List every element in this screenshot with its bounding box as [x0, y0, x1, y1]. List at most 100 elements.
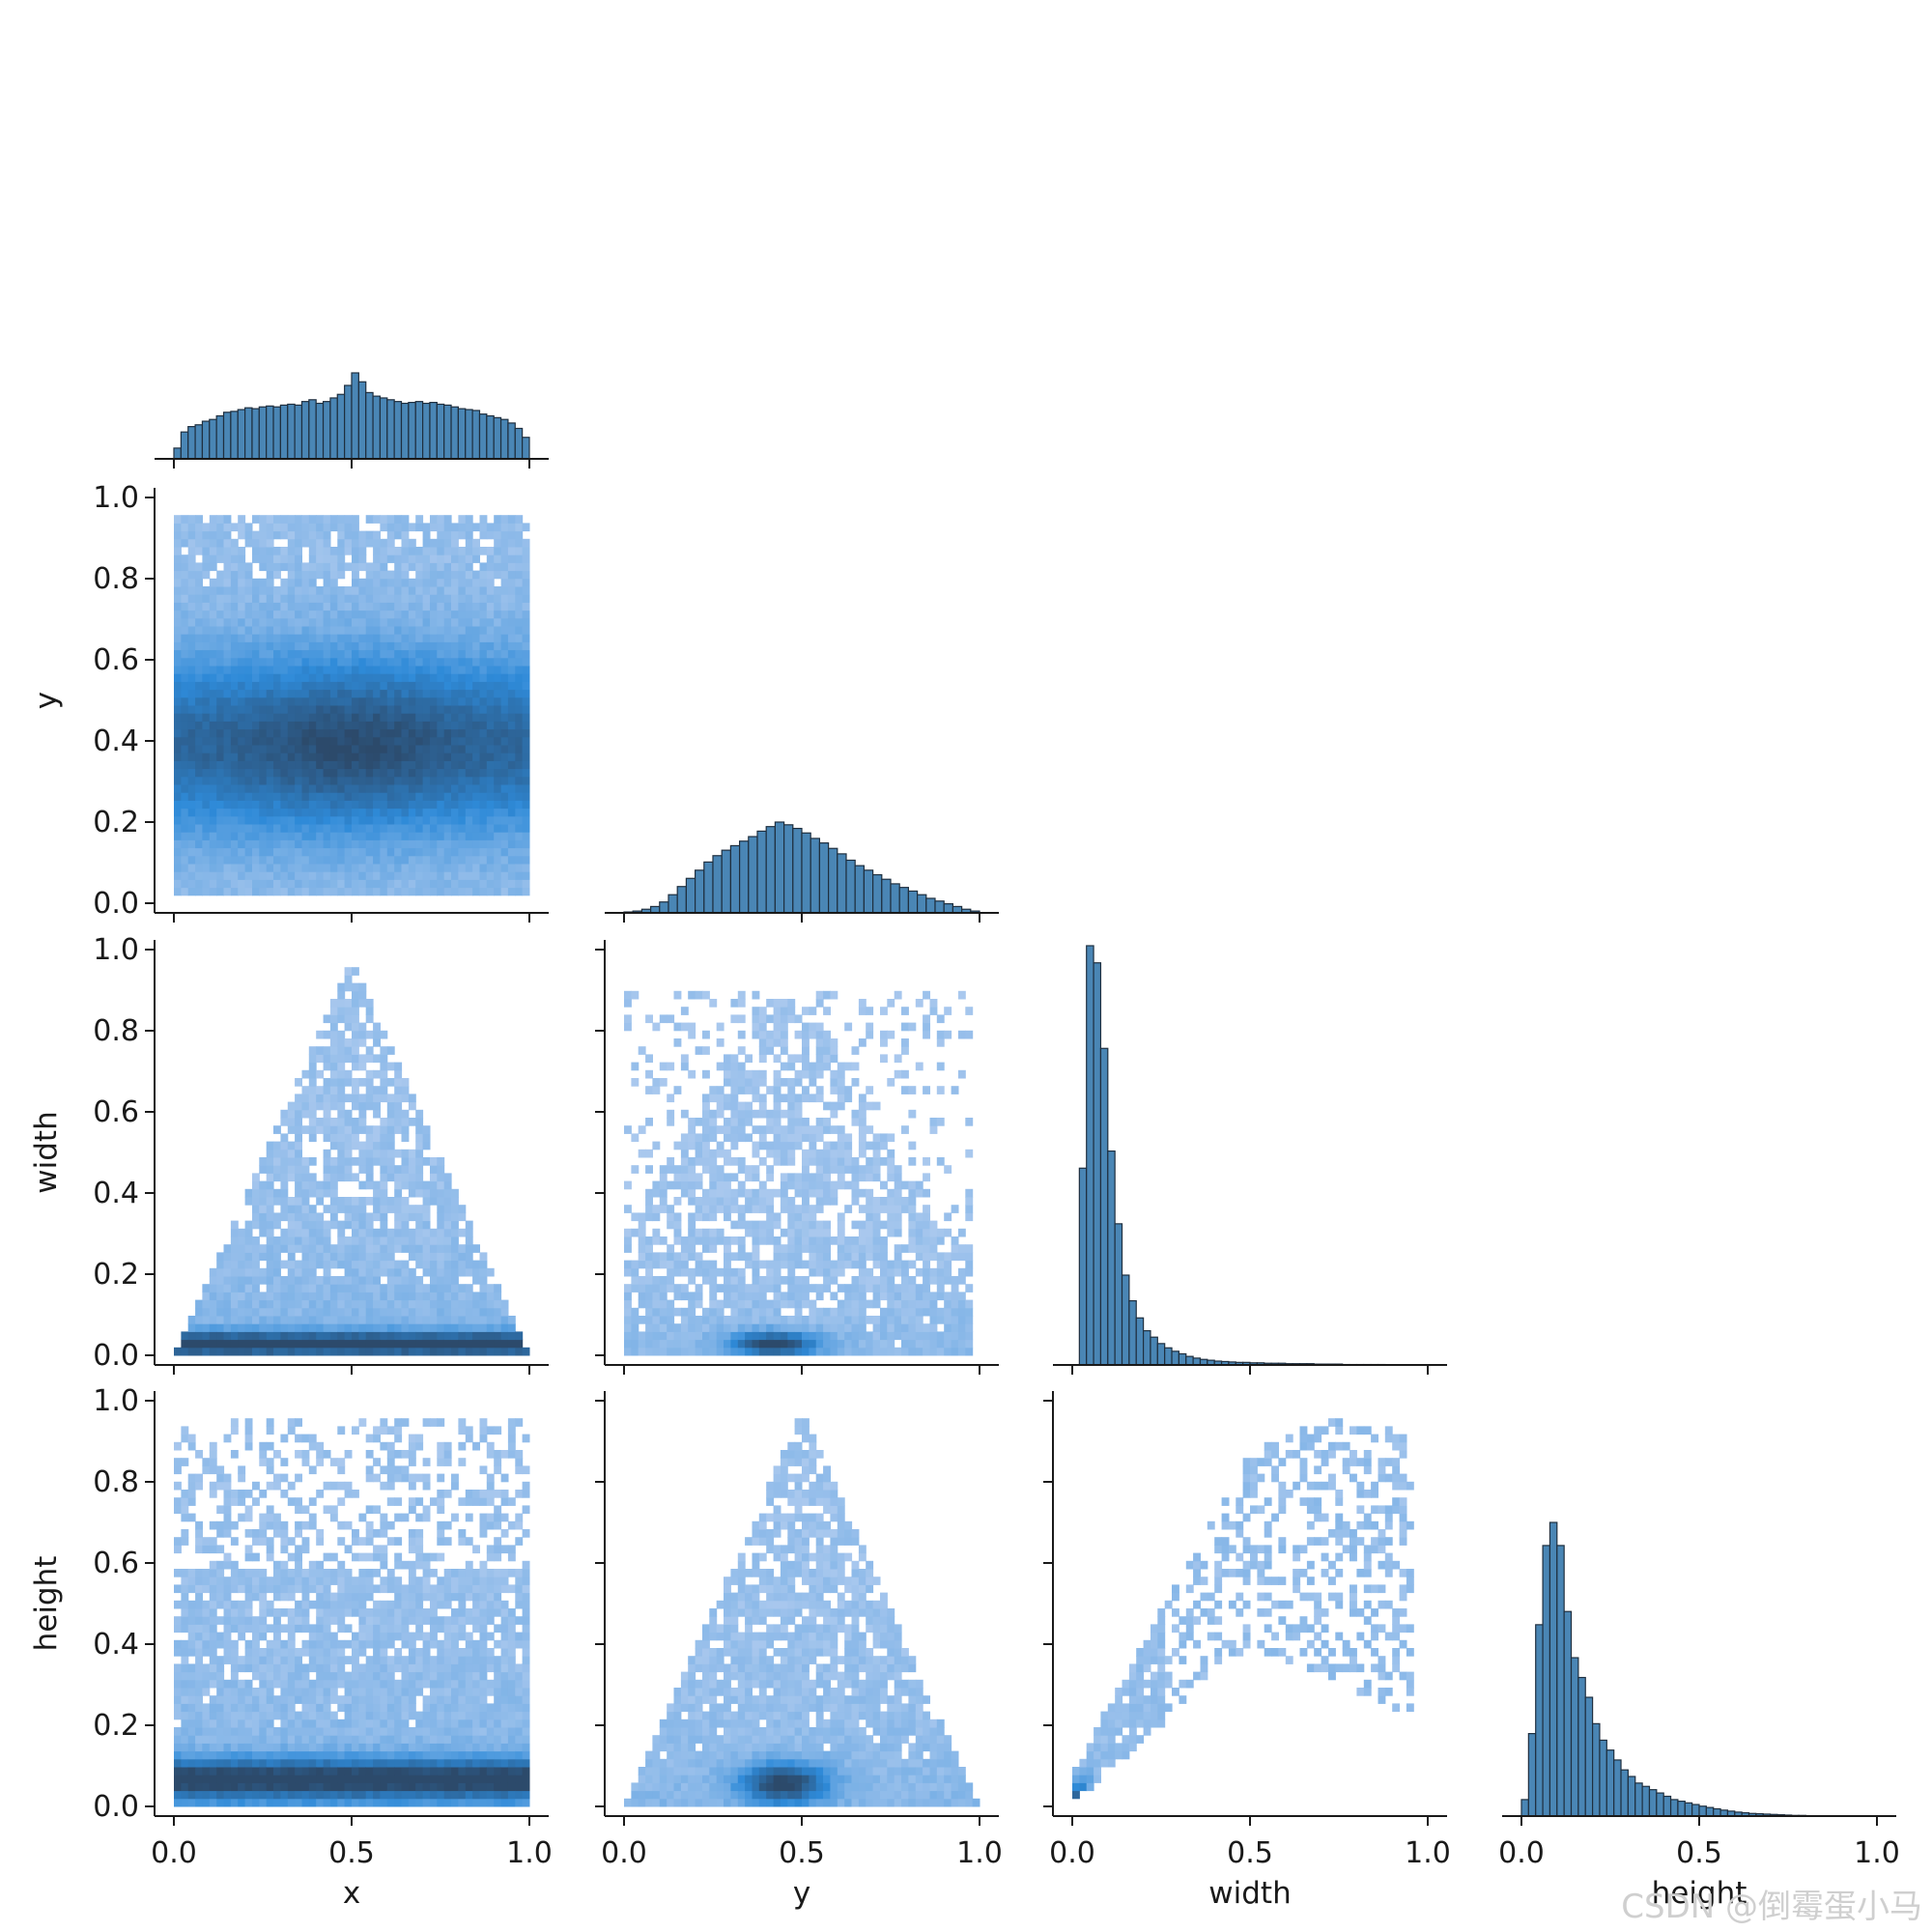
density-cell — [323, 879, 331, 889]
density-cell — [936, 1316, 945, 1324]
density-cell — [373, 1141, 381, 1151]
density-cell — [472, 1339, 480, 1349]
density-cell — [187, 847, 196, 857]
density-cell — [329, 1078, 338, 1087]
density-cell — [522, 657, 530, 667]
density-cell — [659, 1284, 668, 1293]
density-cell — [386, 1165, 395, 1174]
density-cell — [451, 745, 459, 753]
density-cell — [702, 1069, 710, 1079]
density-cell — [365, 1157, 374, 1166]
density-cell — [195, 538, 203, 548]
density-cell — [702, 1339, 710, 1349]
density-cell — [209, 515, 217, 524]
density-cell — [695, 1118, 703, 1126]
density-cell — [352, 1316, 359, 1324]
density-cell — [386, 887, 395, 896]
density-cell — [252, 586, 260, 595]
density-cell — [809, 1069, 817, 1079]
density-cell — [437, 864, 445, 872]
density-cell — [386, 696, 395, 706]
density-cell — [858, 1109, 867, 1119]
density-cell — [329, 864, 338, 872]
density-cell — [316, 721, 325, 730]
density-cell — [443, 1267, 452, 1277]
density-cell — [451, 681, 459, 691]
density-cell — [238, 1347, 246, 1356]
density-cell — [329, 610, 338, 619]
density-cell — [787, 1260, 796, 1269]
density-cell — [652, 1276, 661, 1285]
density-cell — [380, 578, 388, 587]
density-cell — [659, 1323, 668, 1332]
density-cell — [908, 1086, 917, 1094]
density-cell — [631, 1260, 639, 1269]
density-cell — [216, 864, 225, 872]
density-cell — [422, 1267, 431, 1277]
density-cell — [238, 1276, 246, 1285]
density-cell — [223, 515, 232, 524]
density-cell — [373, 696, 381, 706]
density-cell — [500, 824, 509, 833]
density-cell — [295, 1307, 302, 1317]
density-cell — [202, 721, 211, 730]
density-cell — [329, 1260, 338, 1269]
density-cell — [401, 626, 410, 635]
density-cell — [238, 696, 246, 706]
density-cell — [915, 1228, 923, 1237]
density-cell — [337, 1125, 346, 1134]
density-cell — [337, 1069, 346, 1079]
density-cell — [216, 721, 225, 730]
density-cell — [702, 1046, 710, 1055]
density-cell — [216, 594, 225, 603]
density-cell — [408, 1244, 416, 1253]
density-cell — [308, 586, 317, 595]
density-cell — [365, 1284, 374, 1293]
density-cell — [266, 1267, 274, 1277]
density-cell — [730, 1331, 739, 1341]
density-cell — [266, 815, 274, 825]
density-cell — [500, 871, 509, 880]
density-cell — [344, 1094, 353, 1103]
density-cell — [365, 594, 374, 603]
density-cell — [401, 753, 410, 761]
density-cell — [737, 1252, 746, 1262]
density-cell — [408, 864, 416, 872]
density-cell — [358, 1094, 367, 1103]
density-cell — [422, 530, 431, 540]
density-cell — [823, 1244, 831, 1253]
density-cell — [430, 666, 438, 674]
density-cell — [187, 649, 196, 659]
density-cell — [880, 1267, 888, 1277]
density-cell — [522, 768, 530, 778]
density-cell — [230, 760, 239, 770]
density-cell — [373, 1188, 381, 1198]
density-cell — [507, 696, 516, 706]
density-cell — [365, 1197, 374, 1206]
density-cell — [815, 1244, 824, 1253]
density-cell — [837, 1101, 845, 1111]
density-cell — [422, 594, 431, 603]
density-cell — [308, 1331, 317, 1341]
density-cell — [830, 1054, 838, 1064]
density-cell — [380, 1347, 388, 1356]
density-cell — [329, 815, 338, 825]
density-cell — [223, 657, 232, 667]
density-cell — [401, 1228, 410, 1237]
density-cell — [422, 847, 431, 857]
density-cell — [259, 792, 268, 801]
density-cell — [352, 657, 359, 667]
density-cell — [287, 1118, 296, 1126]
density-cell — [437, 745, 445, 753]
density-cell — [202, 1331, 211, 1341]
density-cell — [737, 1086, 746, 1094]
density-cell — [645, 1149, 653, 1158]
density-cell — [837, 1316, 845, 1324]
density-cell — [443, 1323, 452, 1332]
density-cell — [295, 1094, 302, 1103]
density-cell — [329, 634, 338, 642]
density-cell — [287, 515, 296, 524]
density-cell — [323, 554, 331, 563]
density-cell — [752, 1205, 760, 1213]
density-cell — [737, 999, 746, 1008]
